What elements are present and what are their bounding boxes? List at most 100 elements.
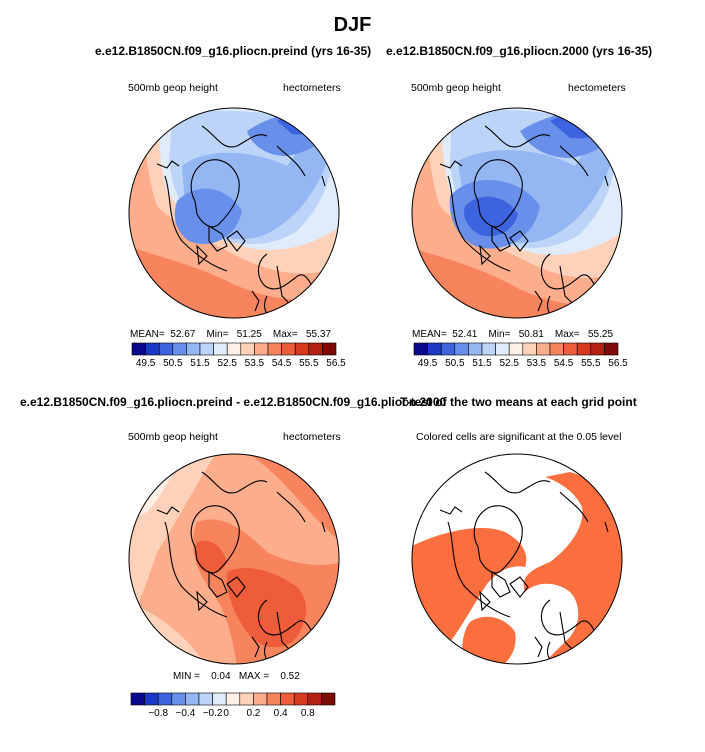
p2-colorbar-cell-5 (481, 342, 496, 356)
panel2-polar-map (411, 107, 623, 319)
p2-colorbar-tick-label: 55.5 (581, 358, 601, 369)
p3-colorbar-cell-3 (171, 692, 186, 706)
p2-colorbar-cell-2 (440, 342, 456, 356)
p4-coast-islands (479, 571, 529, 612)
p1-field-band-6 (174, 188, 242, 245)
panel1-variable-label: 500mb geop height (128, 82, 218, 94)
p1-coastlines (156, 125, 326, 318)
p1-colorbar-cell-14 (322, 342, 337, 356)
p2-colorbar-tick-label: 52.5 (499, 358, 519, 369)
panel1-mean-label: MEAN= (130, 329, 165, 340)
p3-colorbar-cell-12 (293, 692, 309, 706)
p2-colorbar-tick-label: 49.5 (418, 358, 438, 369)
p4-map-border (411, 453, 623, 665)
panel3-units-label: hectometers (283, 431, 341, 443)
p3-colorbar-cell-9 (253, 692, 268, 706)
p2-coast-islands (479, 225, 529, 266)
p2-colorbar-cell-11 (563, 342, 578, 356)
p3-colorbar-cell-14 (321, 692, 336, 706)
panel1-colorbar: 49.5 50.5 51.5 52.5 53.5 54.5 55.5 56.5 (131, 342, 346, 369)
p2-colorbar-cell-4 (468, 342, 483, 356)
panel2-colorbar: 49.5 50.5 51.5 52.5 53.5 54.5 55.5 56.5 (413, 342, 628, 369)
panel4-title: T-test of the two means at each grid poi… (400, 395, 637, 409)
p4-coast-canada (439, 506, 511, 618)
panel2-stats: MEAN= 52.41 Min= 50.81 Max= 55.25 (412, 329, 613, 340)
p3-field-band-7 (194, 540, 227, 574)
p2-colorbar-tick-label: 51.5 (472, 358, 492, 369)
p2-colorbar-cell-1 (427, 342, 442, 356)
p3-colorbar-cell-7 (225, 692, 241, 706)
p2-colorbar-tick-label: 50.5 (445, 358, 465, 369)
p2-colorbar-cell-0 (413, 342, 428, 356)
p1-map-border (128, 107, 340, 319)
p1-coast-canada (156, 160, 228, 272)
p3-colorbar-tick-label: 0.8 (301, 708, 315, 719)
panel3-max: 0.52 (280, 671, 300, 682)
p2-colorbar-cell-13 (590, 342, 605, 356)
panel3-max-label: MAX = (238, 671, 270, 682)
panel2-title: e.e12.B1850CN.f09_g16.pliocn.2000 (yrs 1… (386, 44, 653, 58)
p3-coast-siberia (201, 471, 326, 533)
panel1-title: e.e12.B1850CN.f09_g16.pliocn.preind (yrs… (95, 44, 372, 58)
p3-colorbar-tick-label: −0.4 (176, 708, 196, 719)
p3-colorbar-cell-5 (198, 692, 213, 706)
p2-colorbar-tick-label: 54.5 (554, 358, 574, 369)
p4-coast-siberia (484, 471, 609, 533)
panel2-mean-label: MEAN= (412, 329, 447, 340)
p2-coast-canada (439, 160, 511, 272)
p2-colorbar-cell-14 (604, 342, 619, 356)
p4-significant-region-south (462, 616, 516, 664)
p1-colorbar-cell-13 (308, 342, 323, 356)
p2-colorbar-tick-label: 56.5 (608, 358, 628, 369)
figure-title: DJF (333, 14, 372, 36)
p1-colorbar-cell-4 (186, 342, 201, 356)
p1-coast-islands (196, 225, 246, 266)
p2-map-border (411, 107, 623, 319)
panel1-max: 55.37 (305, 329, 332, 340)
panel4-subtitle: Colored cells are significant at the 0.0… (416, 431, 622, 443)
p3-colorbar-tick-label: −0.8 (148, 708, 168, 719)
p2-colorbar-cell-6 (495, 342, 510, 356)
p1-colorbar-cell-12 (294, 342, 310, 356)
p3-colorbar-tick-label: −0.2 (203, 708, 223, 719)
panel4-polar-map (411, 453, 623, 665)
panel3-colorbar: −0.8 −0.4 −0.2 0 0.2 0.4 0.8 (130, 692, 336, 719)
p1-colorbar-tick-label: 53.5 (245, 358, 265, 369)
panel1-min-label: Min= (206, 329, 229, 340)
p3-colorbar-tick-label: 0.4 (274, 708, 288, 719)
p3-map-border (128, 453, 340, 665)
p1-colorbar-cell-11 (281, 342, 296, 356)
panel3-title: e.e12.B1850CN.f09_g16.pliocn.preind - e.… (20, 395, 447, 409)
p3-coast-islands (196, 571, 246, 612)
p3-colorbar-cell-2 (157, 692, 173, 706)
p2-colorbar-cell-3 (454, 342, 469, 356)
p1-colorbar-tick-label: 56.5 (326, 358, 346, 369)
p1-colorbar-tick-label: 50.5 (163, 358, 183, 369)
p3-coast-canada (156, 506, 228, 618)
p1-colorbar-tick-label: 51.5 (190, 358, 210, 369)
p1-colorbar-cell-9 (254, 342, 269, 356)
panel2-max-label: Max= (554, 329, 580, 340)
panel1-stats: MEAN= 52.67 Min= 51.25 Max= 55.37 (130, 329, 331, 340)
p3-colorbar-cell-1 (144, 692, 159, 706)
panel1-min: 51.25 (236, 329, 262, 340)
p3-field-band-6 (226, 567, 307, 648)
p1-colorbar-cell-5 (199, 342, 214, 356)
panel2-max: 55.25 (587, 329, 614, 340)
p1-coast-siberia (201, 125, 326, 187)
panel2-variable-label: 500mb geop height (411, 82, 501, 94)
p1-colorbar-cell-8 (240, 342, 255, 356)
p4-coastlines (439, 471, 609, 664)
panel1-units-label: hectometers (283, 82, 341, 94)
p1-colorbar-cell-6 (213, 342, 228, 356)
p3-colorbar-cell-4 (185, 692, 200, 706)
p1-colorbar-cell-1 (145, 342, 160, 356)
panel3-stats: MIN = 0.04 MAX = 0.52 (173, 671, 300, 682)
p1-colorbar-cell-0 (131, 342, 146, 356)
p1-colorbar-tick-label: 55.5 (299, 358, 319, 369)
panel2-min-label: Min= (488, 329, 511, 340)
p3-colorbar-cell-11 (280, 692, 295, 706)
p3-colorbar-cell-0 (130, 692, 145, 706)
p3-colorbar-tick-label: 0.2 (246, 708, 260, 719)
panel3-polar-map (128, 453, 340, 665)
